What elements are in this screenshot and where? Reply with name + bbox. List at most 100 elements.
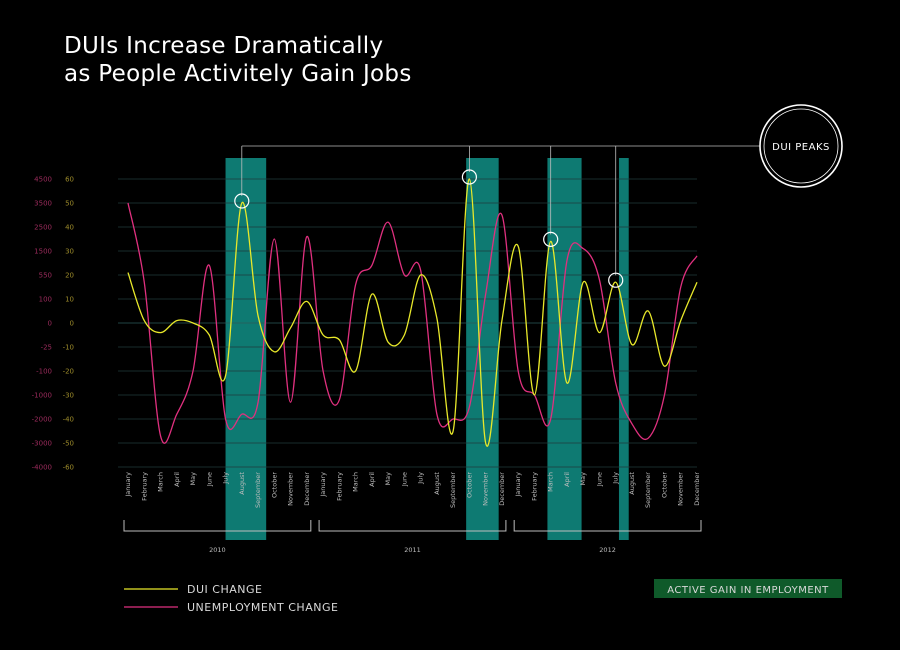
unemployment-point-8 bbox=[241, 414, 242, 415]
y-tick-dui-7: 0 bbox=[70, 320, 74, 328]
x-tick-1: January bbox=[124, 472, 132, 498]
y-tick-unemployment-1: 4500 bbox=[34, 176, 52, 184]
dui-point-18 bbox=[404, 334, 405, 335]
peak-marker-3 bbox=[543, 231, 559, 247]
dui-point-7 bbox=[225, 375, 226, 376]
employment-bands bbox=[225, 158, 629, 540]
unemployment-point-21 bbox=[453, 418, 454, 419]
x-tick-33: September bbox=[644, 472, 652, 508]
x-tick-9: September bbox=[254, 472, 262, 508]
unemployment-point-14 bbox=[339, 399, 340, 400]
unemployment-point-12 bbox=[306, 236, 307, 237]
year-brackets: 2010 2011 2012 bbox=[123, 520, 702, 554]
employment-band-3 bbox=[547, 158, 582, 540]
unemployment-point-2 bbox=[144, 282, 145, 283]
unemployment-point-31 bbox=[615, 382, 616, 383]
dui-point-22 bbox=[469, 178, 470, 179]
unemployment-point-10 bbox=[274, 238, 275, 239]
y-tick-unemployment-12: -3000 bbox=[32, 440, 52, 448]
x-tick-16: April bbox=[368, 472, 376, 487]
x-tick-11: November bbox=[287, 472, 295, 506]
dui-change-line bbox=[127, 178, 698, 447]
x-tick-12: December bbox=[303, 472, 311, 506]
unemployment-point-33 bbox=[648, 438, 649, 439]
x-tick-17: May bbox=[384, 472, 392, 486]
dui-point-27 bbox=[550, 241, 551, 242]
x-tick-13: January bbox=[319, 472, 327, 498]
y-tick-unemployment-8: -25 bbox=[41, 344, 52, 352]
year-bracket-2011 bbox=[318, 520, 507, 532]
x-tick-36: December bbox=[693, 472, 701, 506]
x-tick-19: July bbox=[417, 472, 425, 485]
y-tick-unemployment-5: 550 bbox=[39, 272, 52, 280]
y-tick-dui-10: -30 bbox=[63, 392, 74, 400]
y-tick-dui-12: -50 bbox=[63, 440, 74, 448]
x-tick-18: June bbox=[400, 472, 408, 487]
unemployment-point-18 bbox=[404, 274, 405, 275]
x-tick-21: September bbox=[449, 472, 457, 508]
legend-dui-label: DUI CHANGE bbox=[187, 583, 262, 596]
unemployment-point-7 bbox=[225, 418, 226, 419]
dui-point-13 bbox=[322, 334, 323, 335]
dui-point-34 bbox=[664, 366, 665, 367]
unemployment-point-36 bbox=[696, 255, 697, 256]
dui-point-4 bbox=[176, 320, 177, 321]
unemployment-point-6 bbox=[209, 265, 210, 266]
y-tick-unemployment-10: -1000 bbox=[32, 392, 52, 400]
chart-title-line-1: DUIs Increase Dramatically bbox=[64, 33, 384, 59]
x-tick-2: February bbox=[140, 472, 148, 501]
dui-point-30 bbox=[599, 332, 600, 333]
year-label-2011: 2011 bbox=[404, 546, 421, 554]
unemployment-point-13 bbox=[322, 370, 323, 371]
unemployment-change-line bbox=[127, 202, 698, 444]
dui-point-8 bbox=[241, 202, 242, 203]
peak-callout-outer-ring bbox=[759, 104, 843, 188]
unemployment-point-20 bbox=[436, 414, 437, 415]
peak-callout-label: DUI PEAKS bbox=[772, 142, 830, 153]
y-tick-dui-3: 40 bbox=[65, 224, 74, 232]
legend-unemployment-label: UNEMPLOYMENT CHANGE bbox=[187, 601, 338, 614]
y-tick-unemployment-6: 100 bbox=[39, 296, 52, 304]
x-tick-26: February bbox=[530, 472, 538, 501]
dui-point-2 bbox=[144, 320, 145, 321]
employment-band-4 bbox=[618, 158, 629, 540]
peak-markers bbox=[234, 145, 760, 288]
y-tick-dui-4: 30 bbox=[65, 248, 74, 256]
x-tick-30: June bbox=[595, 472, 603, 487]
unemployment-point-5 bbox=[192, 370, 193, 371]
x-tick-4: April bbox=[173, 472, 181, 487]
dui-point-11 bbox=[290, 327, 291, 328]
y-tick-dui-5: 20 bbox=[65, 272, 74, 280]
unemployment-point-22 bbox=[469, 406, 470, 407]
x-tick-22: October bbox=[465, 472, 473, 498]
dui-point-23 bbox=[485, 442, 486, 443]
unemployment-point-23 bbox=[485, 294, 486, 295]
year-bracket-2012 bbox=[513, 520, 702, 532]
dui-point-29 bbox=[583, 282, 584, 283]
dui-point-16 bbox=[371, 294, 372, 295]
employment-badge-bg bbox=[654, 579, 842, 598]
unemployment-point-17 bbox=[388, 222, 389, 223]
unemployment-point-19 bbox=[420, 270, 421, 271]
dui-point-19 bbox=[420, 274, 421, 275]
unemployment-point-29 bbox=[583, 248, 584, 249]
employment-band-2 bbox=[466, 158, 499, 540]
chart-title: DUIs Increase Dramatically as People Act… bbox=[64, 32, 412, 88]
x-axis-ticks: January February March April May June July Augu… bbox=[124, 472, 701, 508]
x-tick-5: May bbox=[189, 472, 197, 486]
x-tick-23: November bbox=[482, 472, 490, 506]
dui-point-33 bbox=[648, 310, 649, 311]
dui-point-31 bbox=[615, 282, 616, 283]
unemployment-point-35 bbox=[680, 286, 681, 287]
y-tick-dui-1: 60 bbox=[65, 176, 74, 184]
unemployment-point-9 bbox=[257, 402, 258, 403]
y-tick-dui-11: -40 bbox=[63, 416, 74, 424]
peak-callout-inner-ring bbox=[763, 108, 839, 184]
unemployment-point-15 bbox=[355, 284, 356, 285]
unemployment-point-25 bbox=[518, 370, 519, 371]
x-tick-29: May bbox=[579, 472, 587, 486]
x-tick-15: March bbox=[352, 472, 360, 492]
y-tick-unemployment-7: 0 bbox=[48, 320, 52, 328]
dui-point-9 bbox=[257, 315, 258, 316]
